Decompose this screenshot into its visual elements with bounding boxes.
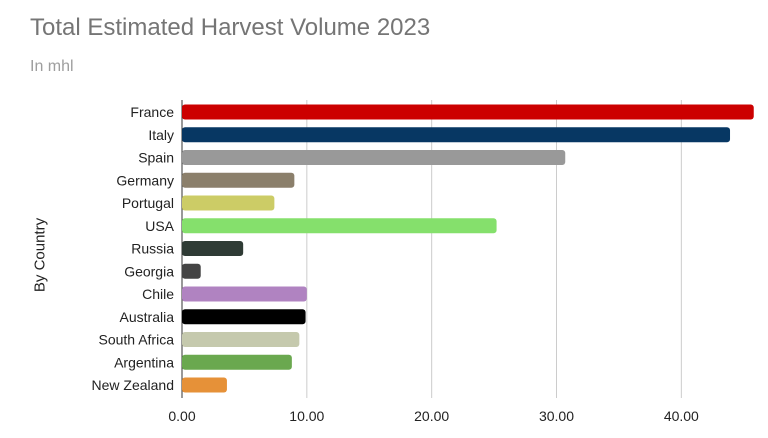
bar-portugal	[182, 195, 275, 211]
bar-chile	[182, 286, 307, 302]
bar-new-zealand	[182, 377, 227, 393]
category-label: France	[130, 104, 174, 120]
chart-subtitle: In mhl	[30, 58, 74, 75]
x-tick-labels: 0.00 10.00 20.00 30.00 40.00	[168, 408, 699, 424]
category-label: Germany	[116, 172, 174, 188]
category-label: Argentina	[114, 354, 174, 370]
bar-usa	[182, 218, 497, 234]
category-label: Georgia	[124, 263, 174, 279]
chart-title: Total Estimated Harvest Volume 2023	[30, 14, 431, 41]
bars	[182, 104, 754, 393]
category-label: USA	[145, 218, 174, 234]
bar-russia	[182, 241, 244, 256]
category-label: Chile	[142, 286, 174, 302]
x-tick-label: 40.00	[664, 408, 699, 424]
category-label: Spain	[138, 150, 174, 166]
category-label: Australia	[120, 309, 175, 325]
x-tick-label: 10.00	[289, 408, 324, 424]
bar-italy	[182, 127, 731, 143]
bar-south-africa	[182, 332, 300, 347]
bar-australia	[182, 309, 306, 325]
category-label: New Zealand	[92, 377, 175, 393]
x-tick-label: 20.00	[414, 408, 449, 424]
bar-germany	[182, 172, 295, 188]
category-label: South Africa	[99, 332, 175, 348]
bar-spain	[182, 150, 566, 165]
category-labels: France Italy Spain Germany Portugal USA Russia…	[92, 104, 175, 393]
bar-france	[182, 104, 754, 120]
category-label: Portugal	[122, 195, 174, 211]
bar-argentina	[182, 354, 292, 370]
gridlines	[181, 100, 682, 398]
x-tick-label: 30.00	[539, 408, 574, 424]
category-label: Russia	[131, 241, 174, 257]
bar-georgia	[182, 263, 201, 279]
category-label: Italy	[148, 127, 174, 143]
x-tick-label: 0.00	[168, 408, 195, 424]
